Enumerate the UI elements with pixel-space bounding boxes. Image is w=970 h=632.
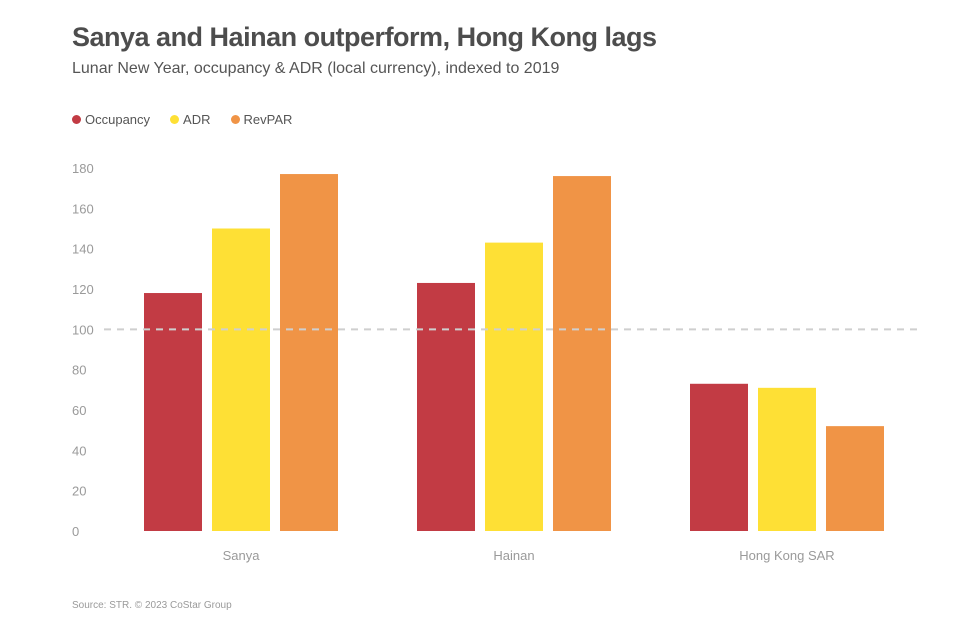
x-category-label: Sanya — [223, 548, 261, 563]
legend-label-occupancy: Occupancy — [85, 112, 151, 127]
source-note: Source: STR. © 2023 CoStar Group — [72, 600, 232, 611]
bar-occupancy — [144, 293, 202, 531]
bar-adr — [212, 228, 270, 531]
legend-swatch-adr — [170, 115, 180, 124]
bar-revpar — [280, 174, 338, 532]
y-tick-label: 80 — [72, 363, 86, 378]
y-tick-label: 140 — [72, 242, 94, 257]
y-tick-label: 20 — [72, 484, 86, 499]
y-tick-label: 40 — [72, 443, 86, 458]
chart-title: Sanya and Hainan outperform, Hong Kong l… — [72, 22, 657, 52]
bar-adr — [485, 242, 543, 531]
y-tick-label: 0 — [72, 524, 79, 539]
legend-swatch-revpar — [230, 115, 240, 124]
y-tick-label: 180 — [72, 161, 94, 176]
x-category-label: Hainan — [493, 548, 534, 563]
legend-item-adr: ADR — [170, 112, 211, 127]
bar-revpar — [826, 426, 884, 531]
y-tick-label: 60 — [72, 403, 86, 418]
y-tick-label: 160 — [72, 201, 94, 216]
bar-occupancy — [417, 282, 475, 531]
bar-occupancy — [690, 383, 748, 531]
y-tick-label: 120 — [72, 282, 94, 297]
legend-label-adr: ADR — [183, 112, 211, 127]
legend-item-occupancy: Occupancy — [72, 112, 150, 127]
legend-item-revpar: RevPAR — [230, 112, 293, 127]
chart-legend: Occupancy ADR RevPAR — [72, 112, 312, 127]
legend-label-revpar: RevPAR — [243, 112, 293, 127]
chart-subtitle: Lunar New Year, occupancy & ADR (local c… — [72, 60, 560, 77]
bar-revpar — [553, 176, 611, 532]
bar-adr — [758, 387, 816, 531]
y-tick-label: 100 — [72, 322, 94, 337]
x-category-label: Hong Kong SAR — [739, 548, 834, 563]
legend-swatch-occupancy — [72, 115, 81, 124]
